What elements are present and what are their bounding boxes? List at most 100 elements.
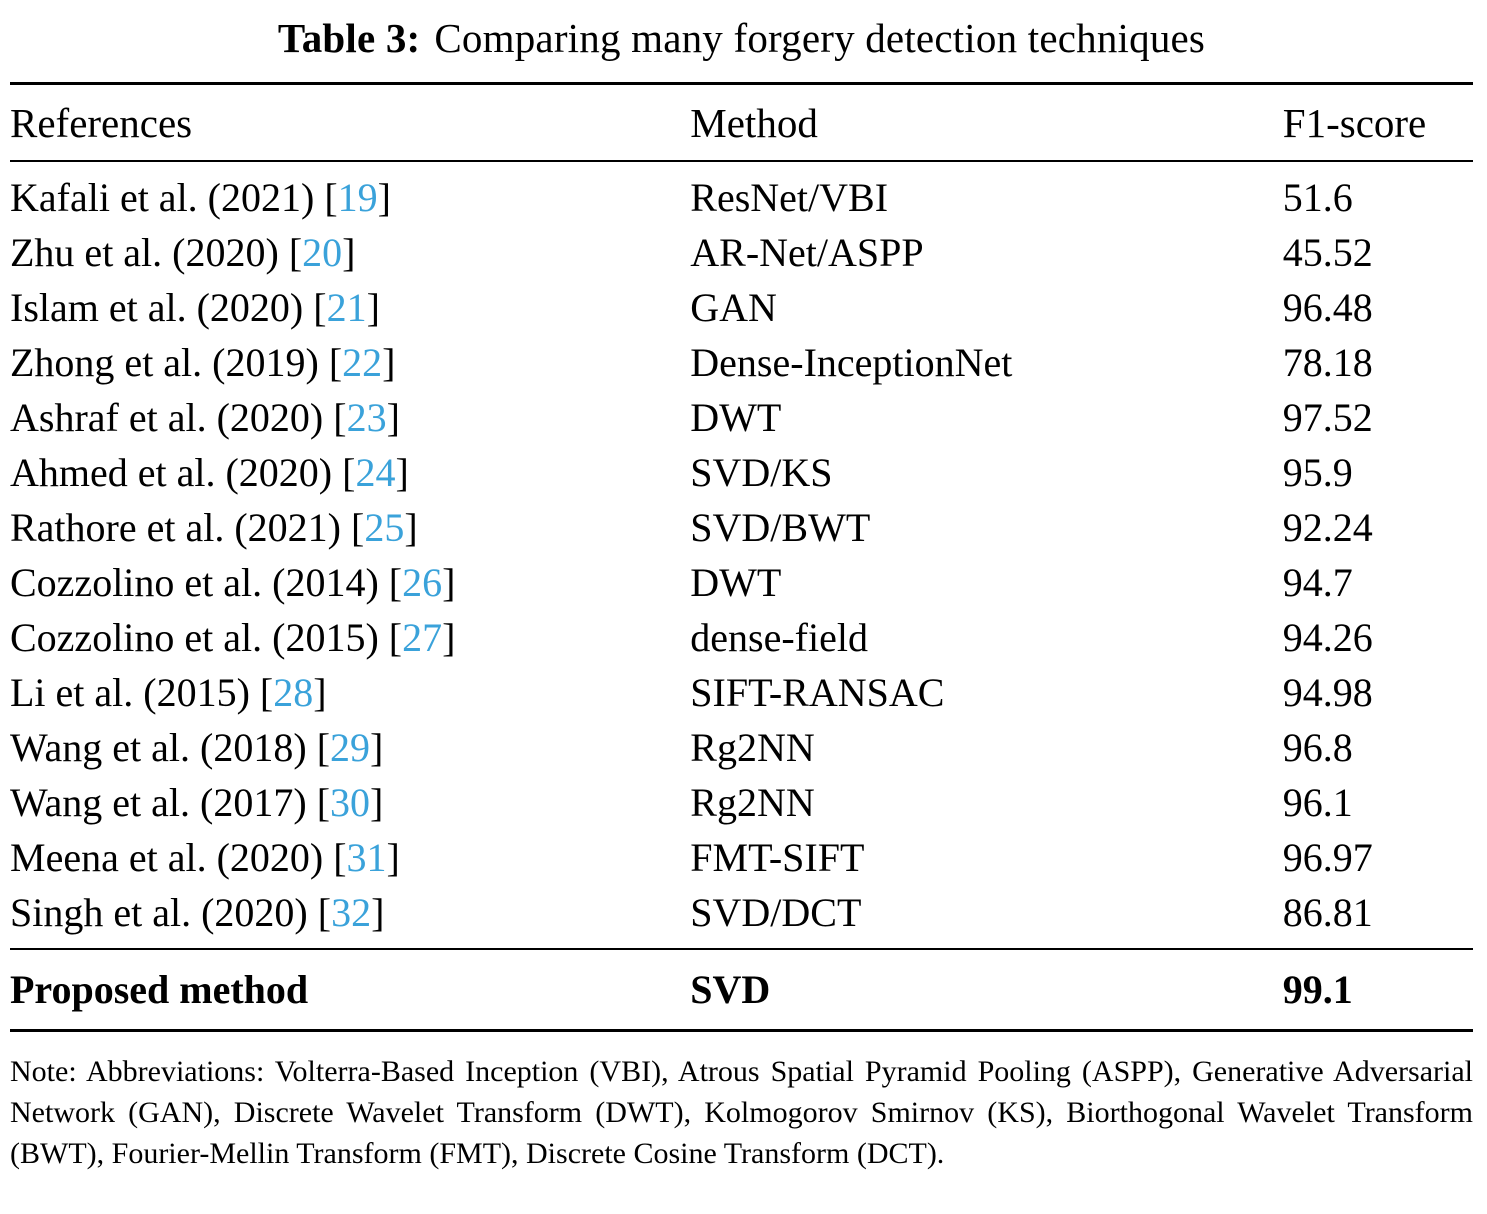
- f1-cell: 99.1: [1282, 967, 1353, 1012]
- f1-cell: 97.52: [1282, 395, 1373, 440]
- table-row: Proposed method SVD 99.1: [10, 949, 1473, 1031]
- reference-cell: Singh et al. (2020) [32]: [10, 890, 385, 935]
- method-cell: Rg2NN: [690, 725, 815, 770]
- f1-cell: 95.9: [1282, 450, 1353, 495]
- reference-text: Islam et al. (2020): [10, 285, 304, 330]
- table-row: Kafali et al. (2021) [19] ResNet/VBI 51.6: [10, 161, 1473, 225]
- reference-text: Wang et al. (2018): [10, 725, 307, 770]
- table-note: Note: Abbreviations: Volterra-Based Ince…: [10, 1055, 1473, 1170]
- f1-cell: 51.6: [1282, 175, 1353, 220]
- reference-cell: Wang et al. (2018) [29]: [10, 725, 384, 770]
- table-caption: Comparing many forgery detection techniq…: [434, 15, 1206, 61]
- citation-link[interactable]: 23: [346, 395, 387, 440]
- method-cell: GAN: [690, 285, 777, 330]
- method-cell: SVD/DCT: [690, 890, 862, 935]
- f1-cell: 94.7: [1282, 560, 1353, 605]
- table-title: Table 3: Comparing many forgery detection…: [10, 14, 1473, 62]
- table-row: Ashraf et al. (2020) [23] DWT 97.52: [10, 390, 1473, 445]
- reference-text: Cozzolino et al. (2014): [10, 560, 379, 605]
- reference-cell: Islam et al. (2020) [21]: [10, 285, 380, 330]
- method-cell: FMT-SIFT: [690, 835, 865, 880]
- reference-cell: Kafali et al. (2021) [19]: [10, 175, 391, 220]
- table-row: Cozzolino et al. (2015) [27] dense-field 9…: [10, 610, 1473, 665]
- table-row: Li et al. (2015) [28] SIFT-RANSAC 94.98: [10, 665, 1473, 720]
- table-row: Singh et al. (2020) [32] SVD/DCT 86.81: [10, 885, 1473, 949]
- reference-text: Ashraf et al. (2020): [10, 395, 324, 440]
- f1-cell: 92.24: [1282, 505, 1373, 550]
- reference-text: Zhu et al. (2020): [10, 230, 279, 275]
- reference-cell: Cozzolino et al. (2014) [26]: [10, 560, 456, 605]
- reference-text: Li et al. (2015): [10, 670, 250, 715]
- method-cell: Dense-InceptionNet: [690, 340, 1013, 385]
- citation-link[interactable]: 29: [330, 725, 371, 770]
- table-row: Islam et al. (2020) [21] GAN 96.48: [10, 280, 1473, 335]
- proposed-method-row: Proposed method SVD 99.1: [10, 949, 1473, 1031]
- method-cell: SVD/BWT: [690, 505, 871, 550]
- reference-cell: Li et al. (2015) [28]: [10, 670, 327, 715]
- f1-cell: 78.18: [1282, 340, 1373, 385]
- method-cell: SVD/KS: [690, 450, 833, 495]
- table-row: Meena et al. (2020) [31] FMT-SIFT 96.97: [10, 830, 1473, 885]
- citation-link[interactable]: 30: [330, 780, 371, 825]
- reference-cell: Ahmed et al. (2020) [24]: [10, 450, 409, 495]
- table-row: Wang et al. (2017) [30] Rg2NN 96.1: [10, 775, 1473, 830]
- f1-cell: 96.97: [1282, 835, 1373, 880]
- citation-link[interactable]: 21: [326, 285, 367, 330]
- method-cell: DWT: [690, 560, 782, 605]
- citation-link[interactable]: 26: [402, 560, 443, 605]
- method-cell: DWT: [690, 395, 782, 440]
- table-row: Zhong et al. (2019) [22] Dense-InceptionN…: [10, 335, 1473, 390]
- reference-cell: Ashraf et al. (2020) [23]: [10, 395, 400, 440]
- method-cell: AR-Net/ASPP: [690, 230, 924, 275]
- reference-cell: Zhu et al. (2020) [20]: [10, 230, 356, 275]
- table-row: Cozzolino et al. (2014) [26] DWT 94.7: [10, 555, 1473, 610]
- citation-link[interactable]: 20: [302, 230, 343, 275]
- method-cell: SVD: [690, 967, 771, 1012]
- method-cell: dense-field: [690, 615, 868, 660]
- f1-cell: 45.52: [1282, 230, 1373, 275]
- reference-cell: Cozzolino et al. (2015) [27]: [10, 615, 456, 660]
- method-cell: SIFT-RANSAC: [690, 670, 945, 715]
- citation-link[interactable]: 27: [402, 615, 443, 660]
- f1-cell: 96.1: [1282, 780, 1353, 825]
- citation-link[interactable]: 25: [364, 505, 405, 550]
- reference-cell: Wang et al. (2017) [30]: [10, 780, 384, 825]
- reference-cell: Meena et al. (2020) [31]: [10, 835, 400, 880]
- table-header: References Method F1-score: [10, 83, 1473, 161]
- f1-cell: 94.98: [1282, 670, 1373, 715]
- method-cell: Rg2NN: [690, 780, 815, 825]
- reference-text: Meena et al. (2020): [10, 835, 324, 880]
- header-row: References Method F1-score: [10, 83, 1473, 161]
- citation-link[interactable]: 24: [355, 450, 396, 495]
- citation-link[interactable]: 31: [346, 835, 387, 880]
- table-row: Wang et al. (2018) [29] Rg2NN 96.8: [10, 720, 1473, 775]
- f1-cell: 96.8: [1282, 725, 1353, 770]
- table-number-label: Table 3:: [277, 15, 421, 61]
- reference-text: Rathore et al. (2021): [10, 505, 341, 550]
- column-header-references: References: [10, 100, 193, 146]
- f1-cell: 96.48: [1282, 285, 1373, 330]
- citation-link[interactable]: 22: [342, 340, 383, 385]
- reference-text: Zhong et al. (2019): [10, 340, 319, 385]
- reference-cell: Proposed method: [10, 967, 309, 1012]
- f1-cell: 94.26: [1282, 615, 1373, 660]
- table-row: Ahmed et al. (2020) [24] SVD/KS 95.9: [10, 445, 1473, 500]
- citation-link[interactable]: 32: [331, 890, 372, 935]
- table-row: Zhu et al. (2020) [20] AR-Net/ASPP 45.52: [10, 225, 1473, 280]
- reference-text: Ahmed et al. (2020): [10, 450, 333, 495]
- column-header-f1-score: F1-score: [1282, 100, 1427, 146]
- column-header-method: Method: [690, 100, 818, 146]
- reference-cell: Zhong et al. (2019) [22]: [10, 340, 396, 385]
- reference-text: Wang et al. (2017): [10, 780, 307, 825]
- results-table: References Method F1-score Kafali et al.…: [10, 82, 1473, 1032]
- reference-text: Kafali et al. (2021): [10, 175, 315, 220]
- citation-link[interactable]: 19: [337, 175, 378, 220]
- f1-cell: 86.81: [1282, 890, 1373, 935]
- citation-link[interactable]: 28: [273, 670, 314, 715]
- reference-text: Cozzolino et al. (2015): [10, 615, 379, 660]
- reference-text: Singh et al. (2020): [10, 890, 308, 935]
- table-body: Kafali et al. (2021) [19] ResNet/VBI 51.6 Z…: [10, 161, 1473, 949]
- method-cell: ResNet/VBI: [690, 175, 889, 220]
- reference-cell: Rathore et al. (2021) [25]: [10, 505, 418, 550]
